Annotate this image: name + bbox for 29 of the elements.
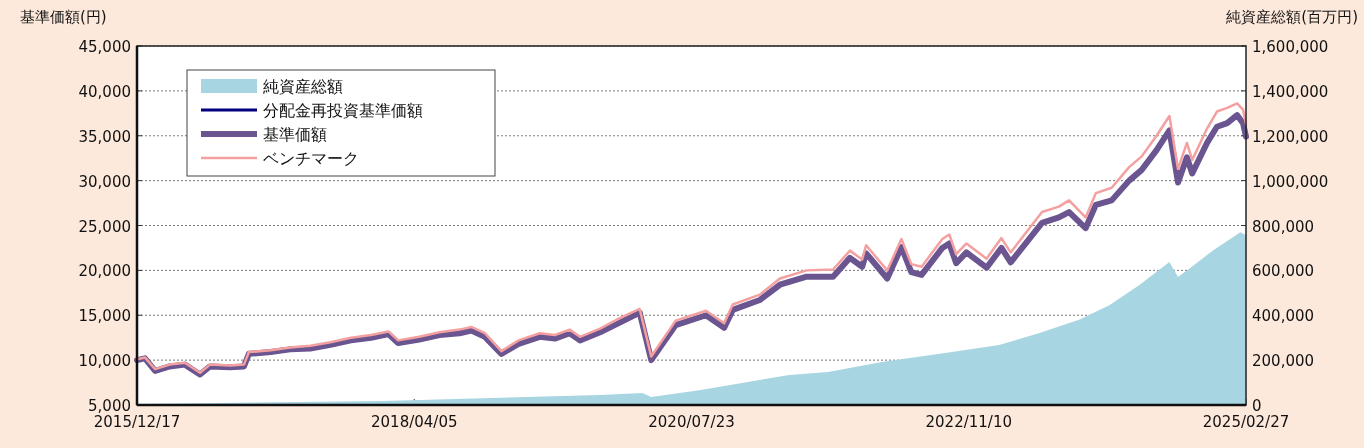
y2-tick-label: 1,600,000 [1252, 38, 1329, 56]
y-tick-label: 30,000 [78, 172, 131, 191]
y2-axis-title: 純資産総額(百万円) [1226, 8, 1358, 26]
y-tick-label: 15,000 [78, 307, 131, 326]
x-tick-label: 2022/11/10 [925, 413, 1012, 431]
y2-tick-label: 800,000 [1252, 217, 1315, 236]
y-tick-label: 20,000 [78, 262, 131, 281]
legend-label: 分配金再投資基準価額 [263, 101, 423, 120]
x-tick-label: 2015/12/17 [93, 413, 181, 431]
legend-label: 基準価額 [263, 125, 327, 144]
legend-label: ベンチマーク [263, 149, 359, 168]
y2-tick-label: 1,400,000 [1252, 82, 1329, 101]
y2-tick-label: 1,200,000 [1252, 127, 1329, 146]
y-tick-label: 25,000 [78, 217, 131, 236]
y2-tick-label: 0 [1252, 397, 1262, 415]
y-tick-label: 40,000 [78, 82, 131, 101]
y-tick-label: 35,000 [78, 127, 131, 146]
y2-tick-label: 200,000 [1252, 352, 1315, 371]
y2-tick-label: 600,000 [1252, 262, 1315, 281]
y-tick-label: 10,000 [78, 352, 131, 371]
y2-tick-label: 400,000 [1252, 307, 1315, 326]
y-tick-label: 45,000 [78, 38, 131, 56]
x-tick-label: 2020/07/23 [648, 413, 735, 431]
y2-tick-label: 1,000,000 [1252, 172, 1329, 191]
x-tick-label: 2018/04/05 [371, 413, 458, 431]
x-tick-label: 2025/02/27 [1202, 413, 1290, 431]
y-tick-label: 5,000 [88, 397, 131, 415]
y-axis-title: 基準価額(円) [20, 8, 107, 26]
legend-label: 純資産総額 [263, 77, 343, 96]
